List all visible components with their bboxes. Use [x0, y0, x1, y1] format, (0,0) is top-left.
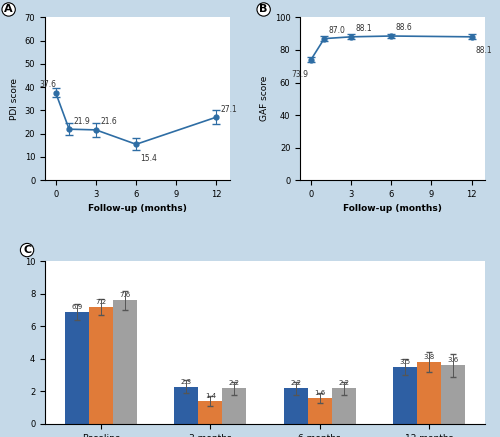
Bar	[284, 388, 308, 424]
Bar	[441, 365, 465, 424]
Bar	[198, 401, 222, 424]
Text: 88.1: 88.1	[476, 46, 492, 55]
Text: 88.1: 88.1	[355, 24, 372, 33]
X-axis label: Follow-up (months): Follow-up (months)	[343, 205, 442, 213]
Bar	[65, 312, 89, 424]
Text: 7.6: 7.6	[120, 292, 130, 298]
Text: 21.6: 21.6	[100, 117, 117, 126]
Text: 6.9: 6.9	[72, 304, 83, 310]
Text: 2.2: 2.2	[290, 380, 301, 386]
Text: 1.6: 1.6	[314, 390, 326, 396]
Text: 2.2: 2.2	[229, 380, 240, 386]
Bar	[417, 362, 441, 424]
Text: 73.9: 73.9	[292, 69, 308, 79]
Text: 2.3: 2.3	[180, 378, 192, 385]
Text: 27.1: 27.1	[220, 104, 238, 114]
Y-axis label: PDI score: PDI score	[10, 78, 19, 120]
Text: A: A	[4, 4, 13, 14]
Text: B: B	[260, 4, 268, 14]
Text: 1.4: 1.4	[205, 393, 216, 399]
Bar	[89, 307, 113, 424]
Text: 3.8: 3.8	[424, 354, 434, 360]
Bar	[222, 388, 246, 424]
Text: 15.4: 15.4	[140, 154, 157, 163]
Bar	[113, 300, 137, 424]
Text: 87.0: 87.0	[328, 26, 345, 35]
Text: 7.2: 7.2	[96, 299, 106, 305]
Text: 3.6: 3.6	[448, 357, 458, 364]
Text: 2.2: 2.2	[338, 380, 349, 386]
Bar	[174, 386, 199, 424]
Text: 37.6: 37.6	[39, 80, 56, 89]
Y-axis label: GAF score: GAF score	[260, 76, 269, 121]
Text: 88.6: 88.6	[396, 24, 412, 32]
Bar	[393, 367, 417, 424]
Text: 21.9: 21.9	[74, 117, 90, 125]
Bar	[308, 398, 332, 424]
Text: 3.5: 3.5	[400, 359, 410, 365]
Bar	[332, 388, 355, 424]
Text: C: C	[23, 245, 31, 255]
X-axis label: Follow-up (months): Follow-up (months)	[88, 205, 187, 213]
